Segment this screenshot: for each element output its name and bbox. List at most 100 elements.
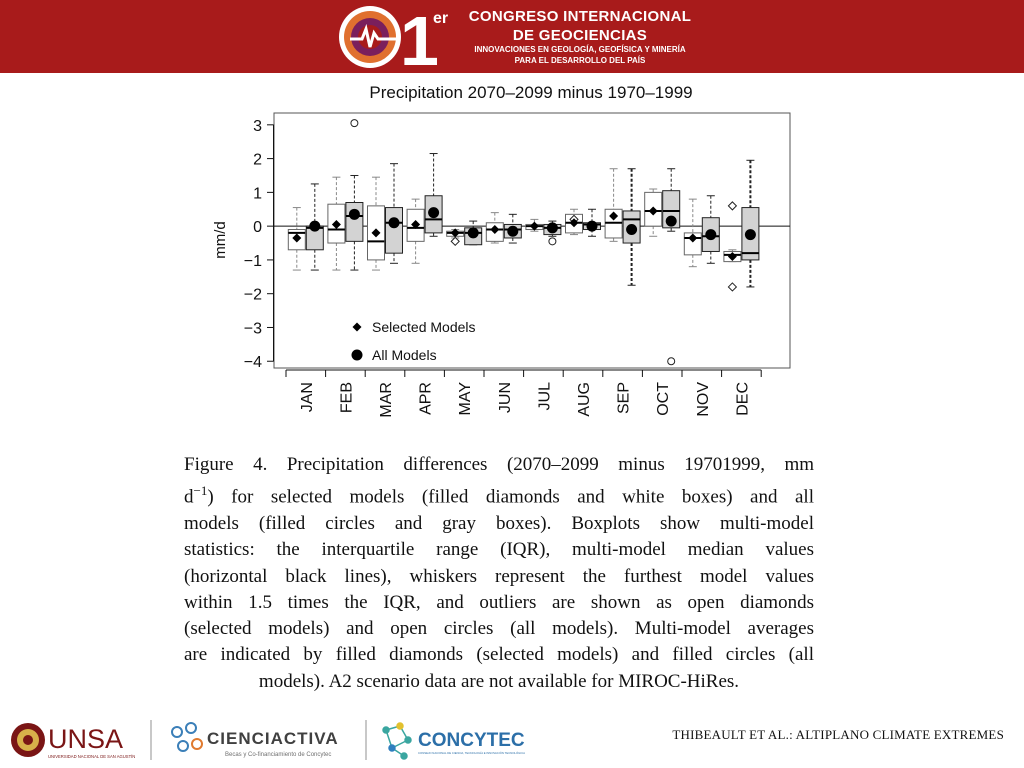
mean-circle bbox=[546, 222, 558, 234]
outlier-circle bbox=[667, 357, 676, 366]
caption-line: statistics: the interquartile range (IQR… bbox=[184, 539, 814, 561]
iqr-box bbox=[345, 202, 364, 242]
figure-caption: Figure 4. Precipitation differences (207… bbox=[184, 452, 814, 695]
mean-circle bbox=[388, 217, 400, 229]
mean-diamond bbox=[411, 219, 421, 229]
x-tick-label-jan: JAN bbox=[299, 382, 316, 412]
legend-diamond-icon bbox=[352, 322, 362, 332]
outlier-diamond bbox=[727, 282, 738, 292]
legend-circle-icon bbox=[351, 349, 363, 361]
outlier-circle bbox=[548, 237, 557, 246]
y-tick-label: −4 bbox=[244, 354, 262, 371]
x-axis: JAN FEB MAR APR MAY JUN JUL AUG SEP OCT NOV DEC bbox=[285, 369, 762, 418]
x-tick-label-oct: OCT bbox=[655, 382, 672, 416]
paper-citation: THIBEAULT ET AL.: ALTIPLANO CLIMATE EXTR… bbox=[672, 727, 1004, 742]
caption-line: are indicated by filled diamonds (select… bbox=[184, 644, 814, 666]
concytec-wordmark: CONCYTEC bbox=[418, 730, 525, 751]
outlier-circle bbox=[350, 119, 359, 128]
selected-box-nov bbox=[683, 198, 702, 268]
x-tick-label-dec: DEC bbox=[734, 382, 751, 416]
mean-diamond bbox=[688, 233, 698, 243]
selected-box-apr bbox=[406, 198, 425, 264]
outlier-diamond bbox=[727, 201, 738, 211]
mean-diamond bbox=[371, 228, 381, 238]
all-box-jan bbox=[305, 183, 324, 271]
unsa-wordmark: UNSA bbox=[48, 724, 123, 754]
caption-line: models). A2 scenario data are not availa… bbox=[258, 670, 740, 692]
selected-box-jan bbox=[287, 207, 306, 271]
mean-diamond bbox=[648, 206, 658, 216]
outlier-diamond bbox=[450, 236, 460, 247]
selected-box-jul bbox=[525, 218, 544, 232]
mean-circle bbox=[309, 220, 321, 232]
legend-label-all: All Models bbox=[372, 347, 437, 363]
legend-label-selected: Selected Models bbox=[372, 319, 476, 335]
mean-diamond bbox=[569, 218, 579, 228]
x-tick-label-aug: AUG bbox=[576, 382, 593, 417]
x-tick-label-jul: JUL bbox=[536, 382, 553, 411]
y-axis: 3 2 1 0 −1 −2 −3 −4 bbox=[244, 118, 274, 371]
caption-line: Figure 4. Precipitation differences (207… bbox=[184, 454, 814, 475]
caption-line: (horizontal black lines), whiskers repre… bbox=[184, 565, 814, 587]
y-axis-label: mm/d bbox=[212, 221, 229, 259]
congress-header-banner: 1 er CONGRESO INTERNACIONAL DE GEOCIENCI… bbox=[0, 0, 1024, 73]
selected-box-oct bbox=[644, 188, 663, 237]
all-box-may bbox=[464, 220, 483, 246]
congress-title-line1: CONGRESO INTERNACIONAL bbox=[468, 8, 692, 25]
mean-circle bbox=[626, 224, 638, 236]
unsa-logo: UNSA UNIVERSIDAD NACIONAL DE SAN AGUSTÍN bbox=[11, 723, 135, 759]
mean-diamond bbox=[490, 225, 500, 235]
x-tick-label-sep: SEP bbox=[616, 382, 633, 414]
selected-box-sep bbox=[604, 168, 623, 242]
logo-divider bbox=[365, 720, 367, 760]
all-box-feb bbox=[345, 119, 364, 271]
mean-diamond bbox=[609, 211, 619, 221]
selected-box-mar bbox=[367, 176, 385, 271]
iqr-box bbox=[385, 207, 403, 254]
x-tick-label-may: MAY bbox=[457, 382, 474, 416]
chart-legend: Selected Models All Models bbox=[351, 319, 476, 363]
mean-circle bbox=[586, 220, 598, 232]
mean-circle bbox=[507, 225, 519, 237]
mean-circle bbox=[428, 207, 440, 219]
caption-line: (selected models) and open circles (all … bbox=[184, 618, 814, 640]
congress-subtitle-line2: PARA EL DESARROLLO DEL PAÍS bbox=[514, 56, 646, 65]
unsa-subtitle: UNIVERSIDAD NACIONAL DE SAN AGUSTÍN bbox=[48, 754, 135, 759]
mean-diamond bbox=[292, 233, 302, 243]
mean-circle bbox=[665, 215, 677, 227]
all-box-aug bbox=[583, 208, 601, 237]
cienciactiva-wordmark: CIENCIACTIVA bbox=[207, 729, 339, 748]
mean-circle bbox=[705, 229, 717, 241]
selected-box-aug bbox=[565, 208, 583, 236]
cienciactiva-logo: CIENCIACTIVA Becas y Co-financiamiento d… bbox=[171, 722, 339, 758]
selected-box-jun bbox=[485, 212, 504, 244]
cienciactiva-subtitle: Becas y Co-financiamiento de Concytec bbox=[225, 752, 331, 758]
all-box-jul bbox=[543, 220, 562, 246]
y-tick-label: −1 bbox=[244, 253, 262, 270]
all-box-sep bbox=[622, 168, 641, 286]
congress-subtitle-line1: INNOVACIONES EN GEOLOGÍA, GEOFÍSICA Y MI… bbox=[474, 45, 686, 54]
mean-circle bbox=[348, 208, 360, 220]
chart-title: Precipitation 2070–2099 minus 1970–1999 bbox=[369, 83, 692, 102]
all-box-jun bbox=[503, 213, 522, 244]
mean-diamond bbox=[450, 228, 460, 238]
y-tick-label: 3 bbox=[253, 118, 262, 135]
x-tick-label-feb: FEB bbox=[338, 382, 355, 413]
all-box-mar bbox=[385, 163, 403, 264]
sponsor-logos: UNSA UNIVERSIDAD NACIONAL DE SAN AGUSTÍN… bbox=[0, 712, 620, 766]
x-tick-label-nov: NOV bbox=[695, 382, 712, 417]
y-tick-label: −3 bbox=[244, 320, 262, 337]
y-tick-label: 2 bbox=[253, 152, 262, 169]
boxplot-marks bbox=[274, 119, 790, 366]
y-tick-label: 0 bbox=[253, 219, 262, 236]
caption-line: within 1.5 times the IQR, and outliers a… bbox=[184, 591, 814, 613]
congress-logo: 1 er bbox=[339, 3, 448, 71]
all-box-apr bbox=[424, 153, 443, 237]
mean-circle bbox=[744, 229, 756, 241]
all-box-dec bbox=[741, 159, 760, 288]
concytec-logo: CONCYTEC CONSEJO NACIONAL DE CIENCIA, TE… bbox=[382, 722, 525, 760]
y-tick-label: 1 bbox=[253, 185, 262, 202]
x-tick-label-jun: JUN bbox=[497, 382, 514, 413]
selected-box-dec bbox=[723, 201, 742, 292]
all-box-nov bbox=[701, 195, 720, 264]
